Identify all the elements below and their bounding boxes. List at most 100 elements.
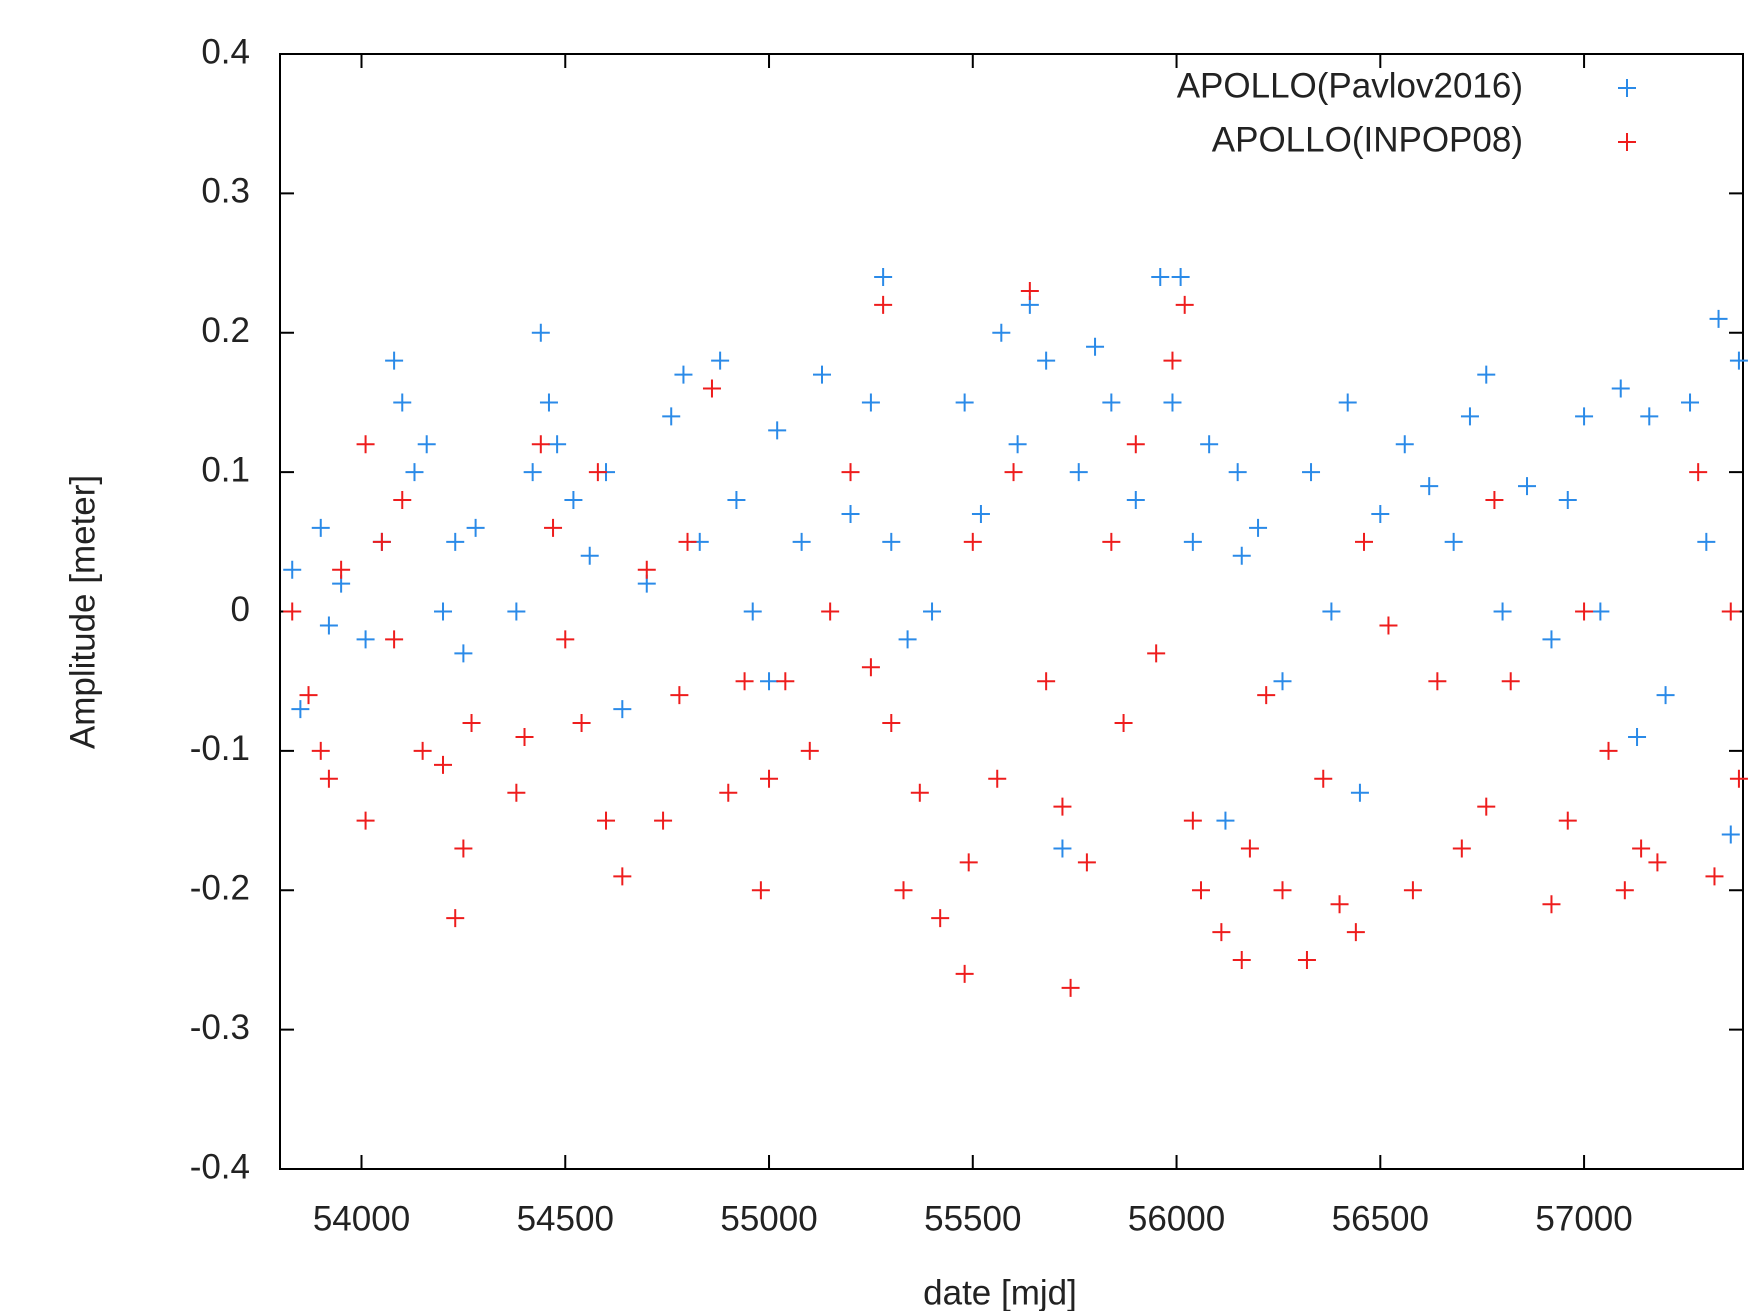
point xyxy=(597,811,616,830)
point xyxy=(1591,602,1610,621)
point xyxy=(1086,337,1105,356)
point xyxy=(1061,978,1080,997)
point xyxy=(1501,672,1520,691)
point xyxy=(1338,393,1357,412)
point xyxy=(711,351,730,370)
point xyxy=(898,630,917,649)
point xyxy=(1705,867,1724,886)
point xyxy=(1721,602,1740,621)
point xyxy=(291,700,310,719)
point xyxy=(1216,811,1235,830)
point xyxy=(531,435,550,454)
point xyxy=(1709,309,1728,328)
point xyxy=(1200,435,1219,454)
point xyxy=(466,518,485,537)
point xyxy=(356,630,375,649)
point xyxy=(882,532,901,551)
point xyxy=(1102,532,1121,551)
point xyxy=(613,867,632,886)
point xyxy=(531,323,550,342)
point xyxy=(1721,825,1740,844)
point xyxy=(1228,463,1247,482)
point xyxy=(654,811,673,830)
y-tick-label: -0.3 xyxy=(190,1008,250,1047)
y-tick-label: -0.2 xyxy=(190,869,250,908)
point xyxy=(662,407,681,426)
legend-label: APOLLO(Pavlov2016) xyxy=(1177,66,1523,105)
point xyxy=(751,881,770,900)
point xyxy=(1729,351,1748,370)
point xyxy=(413,741,432,760)
point xyxy=(283,602,302,621)
x-tick-label: 56500 xyxy=(1332,1199,1429,1238)
point xyxy=(311,518,330,537)
point xyxy=(1420,477,1439,496)
point xyxy=(1183,811,1202,830)
point xyxy=(556,630,575,649)
point xyxy=(1163,393,1182,412)
point xyxy=(580,546,599,565)
point xyxy=(1518,477,1537,496)
point xyxy=(613,700,632,719)
point xyxy=(462,714,481,732)
point xyxy=(923,602,942,621)
y-tick-label: 0.2 xyxy=(201,311,250,350)
point xyxy=(1558,491,1577,509)
point xyxy=(1452,839,1471,858)
point xyxy=(1656,686,1675,705)
plot-frame xyxy=(279,53,1744,1170)
point xyxy=(515,727,534,746)
point xyxy=(1102,393,1121,412)
point xyxy=(1126,491,1145,509)
point xyxy=(299,686,318,705)
point xyxy=(454,839,473,858)
x-tick-label: 56000 xyxy=(1128,1199,1225,1238)
point xyxy=(564,491,583,509)
point xyxy=(1249,518,1268,537)
point xyxy=(727,491,746,509)
point xyxy=(1542,630,1561,649)
y-tick-label: 0.1 xyxy=(201,450,250,489)
point xyxy=(1257,686,1276,705)
y-tick-label: 0 xyxy=(231,590,250,629)
point xyxy=(1403,881,1422,900)
point xyxy=(800,741,819,760)
point xyxy=(1460,407,1479,426)
x-tick-label: 57000 xyxy=(1535,1199,1632,1238)
point xyxy=(1037,351,1056,370)
point xyxy=(1147,644,1166,663)
point xyxy=(548,435,567,454)
point xyxy=(434,602,453,621)
point xyxy=(1640,407,1659,426)
point xyxy=(1314,769,1333,788)
point xyxy=(539,393,558,412)
point xyxy=(283,560,302,579)
point xyxy=(1192,881,1210,900)
point xyxy=(1114,714,1133,732)
point xyxy=(1444,532,1463,551)
point xyxy=(385,351,404,370)
point xyxy=(760,769,779,788)
point xyxy=(1542,895,1561,914)
y-tick-label: 0.4 xyxy=(201,32,250,71)
point xyxy=(1212,923,1231,942)
point xyxy=(1037,672,1056,691)
point xyxy=(507,602,526,621)
point xyxy=(1053,797,1072,816)
point xyxy=(311,741,330,760)
point xyxy=(1053,839,1072,858)
point xyxy=(861,658,880,677)
point xyxy=(813,365,832,384)
point xyxy=(1477,797,1496,816)
point xyxy=(992,323,1011,342)
point xyxy=(1008,435,1027,454)
point xyxy=(1371,504,1390,523)
x-tick-label: 54500 xyxy=(517,1199,614,1238)
point xyxy=(572,714,591,732)
point xyxy=(874,295,893,314)
point xyxy=(356,435,375,454)
x-tick-label: 55000 xyxy=(720,1199,817,1238)
point xyxy=(959,853,978,872)
point xyxy=(1689,463,1708,482)
